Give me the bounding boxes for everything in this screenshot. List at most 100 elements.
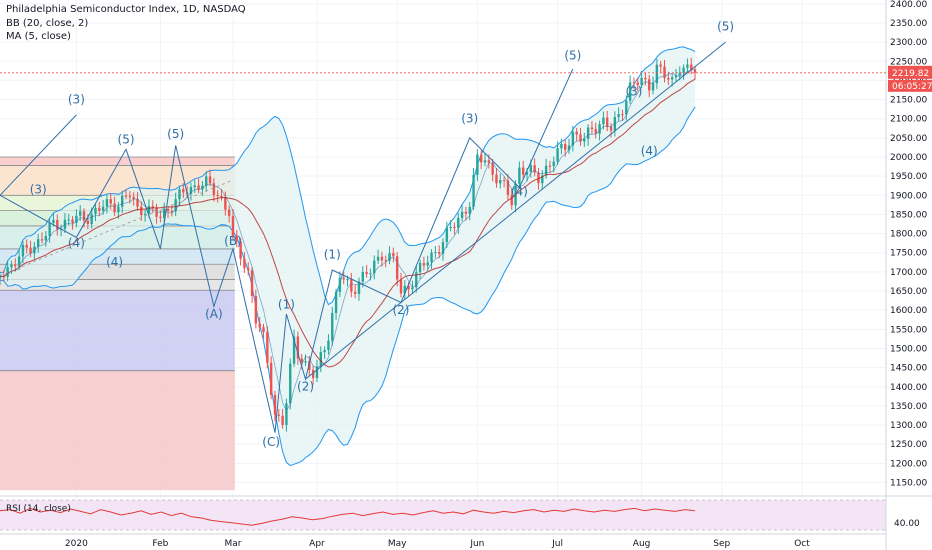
candle-body xyxy=(258,323,261,328)
candle-body xyxy=(327,340,330,350)
candle-body xyxy=(613,117,617,131)
candle-body xyxy=(521,167,525,175)
y-tick-label: 2150.00 xyxy=(890,96,927,106)
moving-average xyxy=(0,69,696,412)
elliott-wave-label: (2) xyxy=(392,303,409,317)
ma-line xyxy=(0,69,696,412)
candle-body xyxy=(384,260,387,262)
candle-body xyxy=(621,114,624,116)
candle-body xyxy=(285,403,288,425)
y-tick-label: 1300.00 xyxy=(890,421,927,431)
candle-body xyxy=(571,131,575,146)
x-tick-label: Jul xyxy=(551,539,563,549)
candle-body xyxy=(567,145,571,150)
y-tick-label: 2300.00 xyxy=(890,38,927,48)
candle-body xyxy=(380,256,384,261)
candle-body xyxy=(243,258,246,269)
candle-body xyxy=(44,236,48,241)
y-tick-label: 1450.00 xyxy=(890,364,927,374)
candle-body xyxy=(163,208,166,218)
candle-body xyxy=(105,199,109,207)
candle-body xyxy=(56,219,59,230)
x-tick-label: Aug xyxy=(633,539,651,549)
candle-body xyxy=(495,174,498,184)
candle-body xyxy=(686,64,689,68)
candle-body xyxy=(464,211,468,214)
candle-body xyxy=(594,129,597,134)
candle-body xyxy=(418,262,422,273)
candle-body xyxy=(277,414,280,416)
candle-body xyxy=(640,77,643,86)
elliott-wave-label: (5) xyxy=(564,48,581,62)
candle-body xyxy=(319,352,322,367)
candle-body xyxy=(453,226,456,228)
candle-body xyxy=(178,189,181,200)
candle-body xyxy=(231,215,235,236)
candle-body xyxy=(548,165,552,167)
candle-body xyxy=(533,165,536,173)
candle-body xyxy=(476,154,479,176)
candle-body xyxy=(552,161,555,167)
y-tick-label: 1600.00 xyxy=(890,306,927,316)
candle-body xyxy=(182,189,185,193)
candle-body xyxy=(300,358,303,363)
fib-zone xyxy=(0,157,235,166)
x-tick-label: Feb xyxy=(152,539,168,549)
candle-body xyxy=(525,171,529,175)
y-tick-label: 1700.00 xyxy=(890,268,927,278)
candle-body xyxy=(147,206,151,214)
candle-body xyxy=(441,242,445,254)
candle-body xyxy=(353,291,357,294)
candle-body xyxy=(518,167,521,184)
candle-body xyxy=(101,206,105,211)
elliott-wave-label: (4) xyxy=(641,144,658,158)
elliott-wave-drawings: (3) (3) (5) (5) (4) (4) (B) (A) (C) (1) (2) (1) (2) (… xyxy=(0,20,734,449)
candle-body xyxy=(266,332,269,363)
y-tick-label: 1850.00 xyxy=(890,210,927,220)
candle-body xyxy=(415,272,418,288)
x-tick-label: Oct xyxy=(794,539,810,549)
candle-body xyxy=(67,219,70,221)
y-tick-label: 2050.00 xyxy=(890,134,927,144)
candle-body xyxy=(502,179,506,181)
candle-body xyxy=(289,363,292,404)
candle-body xyxy=(468,206,471,214)
y-tick-label: 2000.00 xyxy=(890,153,927,163)
candle-body xyxy=(6,267,9,277)
candle-body xyxy=(388,253,391,261)
candle-body xyxy=(48,223,51,237)
candle-body xyxy=(14,264,17,267)
candle-body xyxy=(29,247,32,254)
candle-body xyxy=(227,209,231,216)
candle-body xyxy=(434,251,437,253)
candle-body xyxy=(166,208,170,212)
candle-body xyxy=(75,215,78,223)
candle-body xyxy=(21,244,25,257)
elliott-wave-label: (A) xyxy=(205,307,223,321)
candle-body xyxy=(342,277,345,280)
candle-body xyxy=(445,227,449,243)
rsi-band xyxy=(0,500,886,530)
y-tick-label: 1150.00 xyxy=(890,479,927,489)
candle-body xyxy=(609,126,613,131)
candle-body xyxy=(331,312,334,341)
candle-body xyxy=(663,66,666,79)
candle-body xyxy=(655,64,659,84)
candle-body xyxy=(334,291,338,313)
candle-body xyxy=(560,144,563,149)
candle-body xyxy=(338,277,342,292)
y-tick-label: 2400.00 xyxy=(890,0,927,10)
candle-body xyxy=(346,279,349,281)
candle-body xyxy=(392,253,395,257)
candle-body xyxy=(189,186,193,194)
elliott-wave-label: (3) xyxy=(625,85,642,99)
candle-body xyxy=(170,211,174,213)
x-tick-label: Apr xyxy=(309,539,325,549)
candle-body xyxy=(308,361,311,370)
candle-body xyxy=(52,219,55,224)
candle-body xyxy=(143,213,147,216)
last-price-text: 2219.82 xyxy=(892,69,929,79)
candle-body xyxy=(208,176,212,184)
legend-title: Philadelphia Semiconductor Index, 1D, NA… xyxy=(6,4,246,15)
